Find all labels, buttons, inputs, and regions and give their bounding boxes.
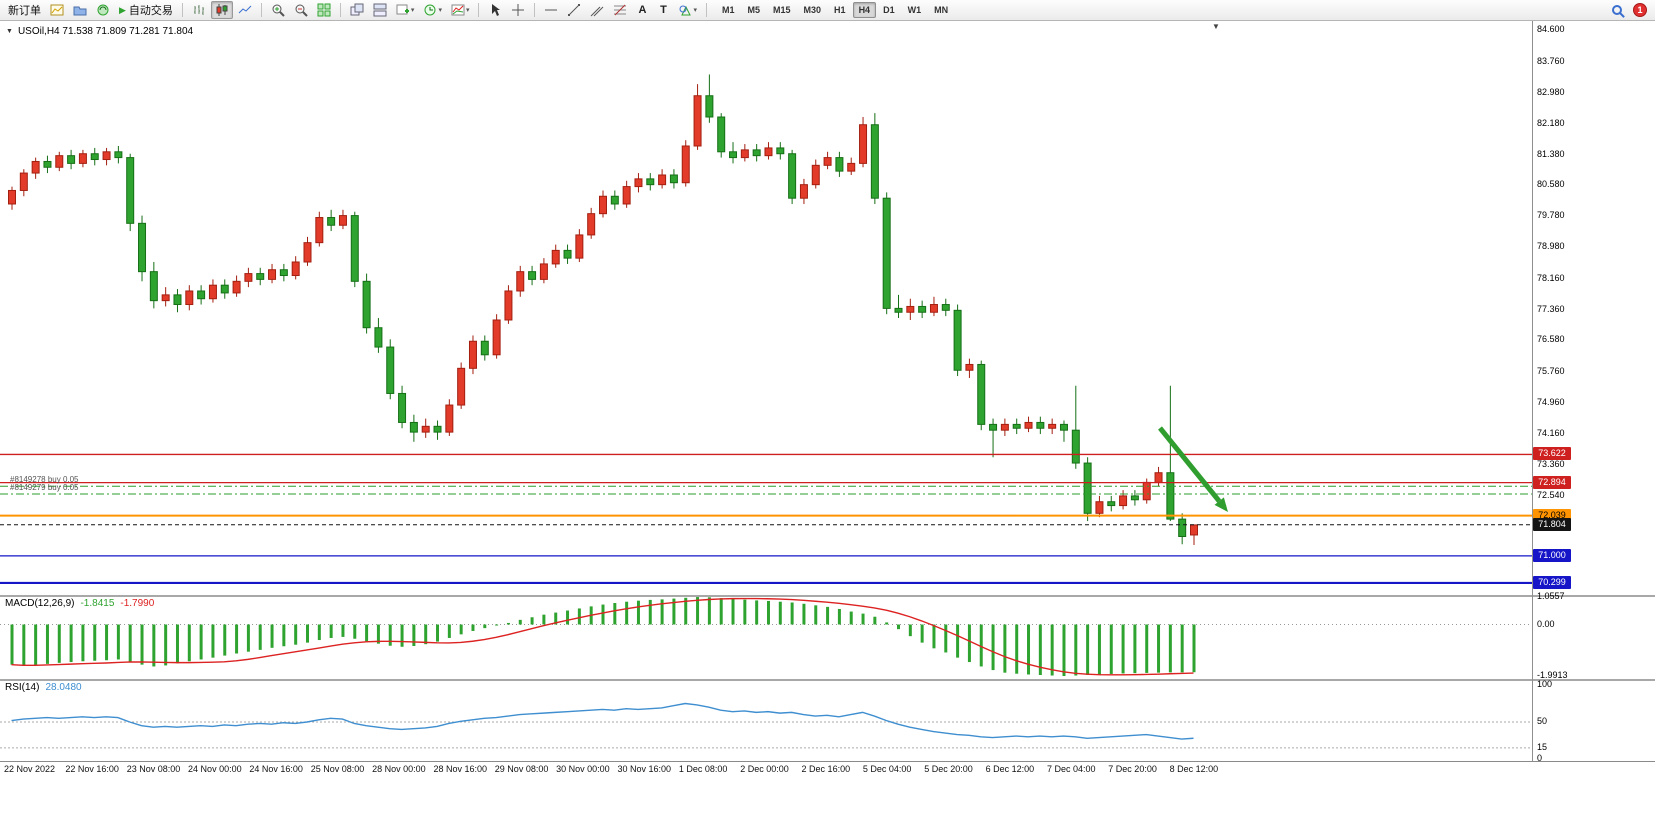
timeframe-button-w1[interactable]: W1: [902, 2, 928, 18]
new-order-label: 新订单: [8, 5, 41, 17]
label-tool-glyph: T: [660, 4, 667, 16]
line-chart-icon[interactable]: [234, 1, 256, 19]
toolbar-separator: [705, 3, 707, 17]
new-order-button[interactable]: 新订单: [4, 1, 45, 19]
chevron-down-icon: ▾: [438, 7, 442, 14]
time-axis[interactable]: [0, 761, 1655, 823]
trendline-icon[interactable]: [563, 1, 585, 19]
text-tool-icon[interactable]: A: [632, 1, 652, 19]
play-icon: ▶: [119, 4, 126, 15]
bar-chart-icon[interactable]: [188, 1, 210, 19]
cursor-icon[interactable]: [484, 1, 506, 19]
channel-icon[interactable]: [586, 1, 608, 19]
timeframe-toolbar: M1 M5 M15 M30 H1 H4 D1 W1 MN: [716, 2, 954, 18]
signals-icon[interactable]: [92, 1, 114, 19]
text-tool-glyph: A: [638, 4, 647, 16]
fibonacci-icon[interactable]: [609, 1, 631, 19]
rsi-name: RSI(14): [5, 682, 40, 693]
cascade-windows-icon[interactable]: [346, 1, 368, 19]
toolbar-separator: [534, 3, 536, 17]
clock-icon[interactable]: ▾: [419, 1, 446, 19]
toolbar-separator: [478, 3, 480, 17]
chevron-down-icon: ▾: [465, 7, 470, 14]
horizontal-line-icon[interactable]: [540, 1, 562, 19]
new-chart-window-icon[interactable]: ▾: [392, 1, 419, 19]
chart-symbol-info: ▼ USOil,H4 71.538 71.809 71.281 71.804: [6, 26, 193, 37]
indicators-icon[interactable]: ▾: [447, 1, 474, 19]
timeframe-button-mn[interactable]: MN: [928, 2, 954, 18]
macd-name: MACD(12,26,9): [5, 598, 75, 609]
toolbar-separator: [181, 3, 183, 17]
toolbar-separator: [260, 3, 262, 17]
timeframe-button-m5[interactable]: M5: [742, 2, 767, 18]
candlestick-chart-icon[interactable]: [210, 1, 233, 19]
label-tool-icon[interactable]: T: [653, 1, 673, 19]
timeframe-button-m1[interactable]: M1: [716, 2, 741, 18]
macd-main-value: -1.8415: [80, 598, 115, 609]
timeframe-button-h1[interactable]: H1: [828, 2, 852, 18]
macd-indicator-label: MACD(12,26,9) -1.8415 -1.7990: [5, 598, 154, 609]
shapes-icon[interactable]: ▾: [674, 1, 701, 19]
search-icon[interactable]: [1612, 5, 1622, 15]
rsi-panel[interactable]: [0, 679, 1655, 761]
chart-expander-icon[interactable]: ▼: [6, 28, 13, 35]
timeframe-button-m30[interactable]: M30: [798, 2, 828, 18]
rsi-value: 28.0480: [45, 682, 82, 693]
symbol-ohlc-text: USOil,H4 71.538 71.809 71.281 71.804: [17, 26, 194, 37]
autotrading-label: 自动交易: [128, 5, 173, 17]
macd-signal-value: -1.7990: [120, 598, 155, 609]
autotrading-button[interactable]: ▶ 自动交易: [115, 1, 177, 19]
zoom-in-icon[interactable]: [267, 1, 289, 19]
timeframe-button-m15[interactable]: M15: [767, 2, 797, 18]
chevron-down-icon: ▾: [410, 7, 415, 14]
notification-badge[interactable]: 1: [1633, 3, 1647, 17]
crosshair-icon[interactable]: [507, 1, 529, 19]
zoom-out-icon[interactable]: [290, 1, 312, 19]
profiles-icon[interactable]: [69, 1, 91, 19]
chevron-down-icon: ▾: [693, 7, 697, 14]
arrange-windows-icon[interactable]: [369, 1, 391, 19]
tile-windows-icon[interactable]: [313, 1, 335, 19]
new-chart-icon[interactable]: [46, 1, 68, 19]
price-axis-separator: [1532, 21, 1533, 761]
macd-panel[interactable]: [0, 595, 1655, 679]
main-toolbar: 新订单 ▶ 自动交易 ▾ ▾ ▾ A T ▾ M1 M5 M15 M30 H1 H4 D1 W1…: [0, 0, 1655, 21]
price-chart-panel[interactable]: [0, 21, 1655, 595]
toolbar-separator: [339, 3, 341, 17]
rsi-indicator-label: RSI(14) 28.0480: [5, 682, 82, 693]
timeframe-button-h4[interactable]: H4: [852, 2, 877, 18]
timeframe-button-d1[interactable]: D1: [877, 2, 901, 18]
